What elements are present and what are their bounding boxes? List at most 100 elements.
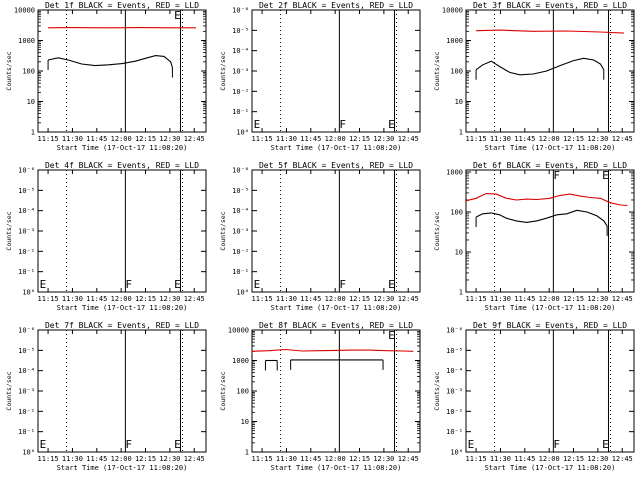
y-tick-label: 10⁻⁶ <box>18 327 35 335</box>
x-tick-label: 12:00 <box>325 135 346 143</box>
marker-label: E <box>602 169 609 182</box>
panel-title: Det 7f BLACK = Events, RED = LLD <box>45 321 199 330</box>
y-tick-label: 10⁻² <box>18 408 35 416</box>
panel-title: Det 9f BLACK = Events, RED = LLD <box>473 321 627 330</box>
y-tick-label: 10000 <box>228 327 249 335</box>
x-tick-label: 12:15 <box>135 455 156 463</box>
marker-label: E <box>388 329 395 342</box>
x-tick-label: 12:45 <box>184 295 205 303</box>
marker-label: E <box>602 438 609 451</box>
y-tick-label: 10⁻⁶ <box>446 327 463 335</box>
x-tick-label: 11:45 <box>86 135 107 143</box>
x-tick-label: 11:30 <box>490 455 511 463</box>
panel-title: Det 6f BLACK = Events, RED = LLD <box>473 161 627 170</box>
x-tick-label: 12:45 <box>612 135 633 143</box>
y-tick-label: 1000 <box>232 357 249 365</box>
marker-label: E <box>40 278 47 291</box>
x-tick-label: 12:30 <box>373 295 394 303</box>
marker-label: E <box>174 9 181 22</box>
x-tick-label: 11:30 <box>276 135 297 143</box>
x-tick-label: 11:45 <box>86 295 107 303</box>
x-tick-label: 12:00 <box>111 135 132 143</box>
y-axis-label: Counts/sec <box>433 51 441 90</box>
y-axis-label: Counts/sec <box>5 211 13 250</box>
y-tick-label: 1 <box>245 449 249 457</box>
y-tick-label: 10⁻¹ <box>18 428 35 436</box>
x-tick-label: 12:00 <box>111 455 132 463</box>
x-tick-label: 12:45 <box>398 295 419 303</box>
lld-series-line <box>251 348 414 352</box>
y-tick-label: 10 <box>27 98 35 106</box>
y-tick-label: 10⁻³ <box>446 388 463 396</box>
x-tick-label: 11:15 <box>252 295 273 303</box>
panel-det-1: Det 1f BLACK = Events, RED = LLD 11:15 11:… <box>5 1 207 152</box>
y-tick-label: 100 <box>236 388 249 396</box>
marker-label: E <box>254 278 261 291</box>
marker-label: F <box>339 278 346 291</box>
x-tick-label: 11:30 <box>276 455 297 463</box>
y-tick-label: 10⁻¹ <box>232 268 249 276</box>
y-tick-label: 10⁻² <box>232 248 249 256</box>
y-tick-label: 10⁻³ <box>232 228 249 236</box>
x-axis-label: Start Time (17-Oct-17 11:08:20) <box>57 464 188 472</box>
y-tick-label: 10⁰ <box>236 289 249 297</box>
x-tick-label: 11:30 <box>62 295 83 303</box>
y-axis-label: Counts/sec <box>219 51 227 90</box>
x-tick-label: 11:15 <box>252 135 273 143</box>
x-tick-label: 11:30 <box>490 135 511 143</box>
y-tick-label: 100 <box>22 68 35 76</box>
x-tick-label: 11:45 <box>514 295 535 303</box>
y-tick-label: 10⁻¹ <box>232 108 249 116</box>
x-tick-label: 11:15 <box>38 455 59 463</box>
x-tick-label: 12:00 <box>111 295 132 303</box>
y-tick-label: 10⁻⁶ <box>18 167 35 175</box>
y-tick-label: 10⁻³ <box>232 68 249 76</box>
y-tick-label: 10⁻¹ <box>446 428 463 436</box>
events-series-line <box>47 55 173 68</box>
y-tick-label: 100 <box>450 68 463 76</box>
x-axis-label: Start Time (17-Oct-17 11:08:20) <box>271 304 402 312</box>
y-tick-label: 100 <box>450 209 463 217</box>
y-tick-label: 10000 <box>14 7 35 15</box>
x-tick-label: 12:00 <box>325 455 346 463</box>
y-tick-label: 10⁻⁵ <box>18 187 35 195</box>
x-tick-label: 12:15 <box>563 455 584 463</box>
x-tick-label: 11:15 <box>38 295 59 303</box>
y-tick-label: 10⁻⁵ <box>446 347 463 355</box>
y-tick-label: 10⁻² <box>446 408 463 416</box>
marker-label: E <box>40 438 47 451</box>
x-axis-label: Start Time (17-Oct-17 11:08:20) <box>57 144 188 152</box>
plot-frame <box>465 169 635 293</box>
x-tick-label: 11:45 <box>514 455 535 463</box>
x-tick-label: 12:45 <box>398 455 419 463</box>
panel-title: Det 3f BLACK = Events, RED = LLD <box>473 1 627 10</box>
y-tick-label: 1 <box>459 289 463 297</box>
x-tick-label: 12:30 <box>159 135 180 143</box>
x-tick-label: 11:45 <box>300 455 321 463</box>
x-tick-label: 12:00 <box>539 135 560 143</box>
x-axis-label: Start Time (17-Oct-17 11:08:20) <box>57 304 188 312</box>
lld-series-line <box>476 29 624 34</box>
events-series-line <box>475 57 605 76</box>
y-tick-label: 10⁻⁵ <box>232 187 249 195</box>
x-tick-label: 12:30 <box>373 135 394 143</box>
marker-label: E <box>254 118 261 131</box>
x-tick-label: 11:45 <box>86 455 107 463</box>
x-axis-label: Start Time (17-Oct-17 11:08:20) <box>271 464 402 472</box>
marker-label: E <box>388 118 395 131</box>
y-tick-label: 10⁻² <box>18 248 35 256</box>
x-axis-label: Start Time (17-Oct-17 11:08:20) <box>271 144 402 152</box>
panel-title: Det 1f BLACK = Events, RED = LLD <box>45 1 199 10</box>
x-tick-label: 11:30 <box>490 295 511 303</box>
x-tick-label: 12:30 <box>159 295 180 303</box>
y-tick-label: 10⁰ <box>236 129 249 137</box>
y-axis-label: Counts/sec <box>433 211 441 250</box>
x-tick-label: 12:30 <box>587 455 608 463</box>
y-axis-label: Counts/sec <box>219 211 227 250</box>
x-tick-label: 11:15 <box>38 135 59 143</box>
x-tick-label: 12:15 <box>135 135 156 143</box>
x-tick-label: 11:30 <box>62 455 83 463</box>
